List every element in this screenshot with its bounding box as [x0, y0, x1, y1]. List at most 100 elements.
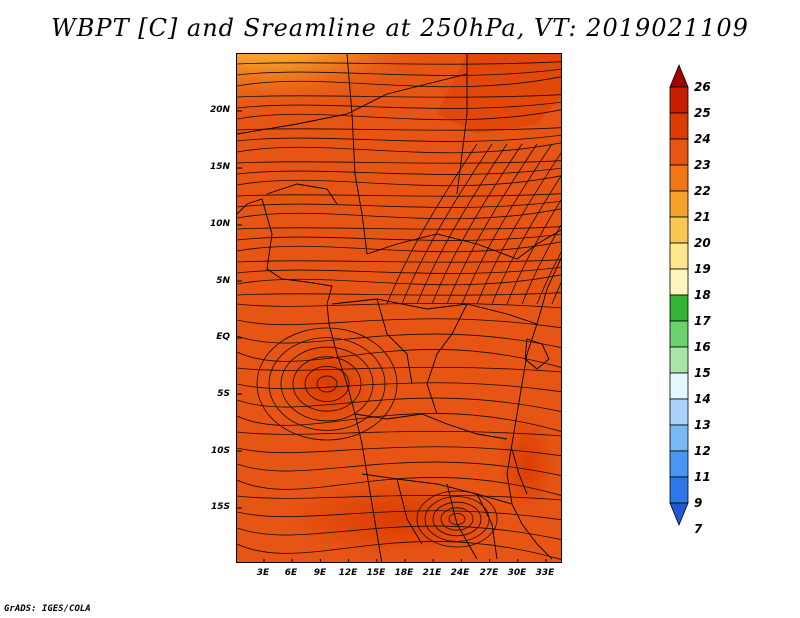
streamline [446, 143, 538, 305]
streamline [268, 337, 386, 431]
lat-label-10s: 10S [210, 446, 230, 456]
streamline [237, 446, 561, 457]
colorbar-swatch [669, 476, 689, 504]
border-north [346, 54, 368, 255]
border-nigeria [266, 183, 338, 205]
streamline [401, 143, 493, 305]
streamline [237, 302, 561, 309]
streamline [416, 143, 508, 305]
colorbar-label-14: 14 [694, 392, 711, 406]
streamline [237, 127, 561, 131]
streamline [237, 397, 561, 413]
streamline [237, 333, 561, 349]
streamline [304, 366, 350, 402]
streamlines [237, 61, 561, 560]
colorbar-swatch [669, 242, 689, 270]
coastline-east [506, 257, 561, 560]
streamline [237, 76, 561, 88]
streamline [237, 193, 561, 197]
lat-label-15n: 15N [209, 162, 230, 172]
border-central-b [331, 298, 538, 325]
warm-zone-congo [282, 339, 372, 429]
streamline [448, 513, 466, 525]
streamline [431, 143, 523, 305]
streamline [237, 61, 561, 65]
streamline [237, 241, 561, 253]
streamline [237, 510, 561, 521]
streamline [237, 541, 561, 560]
border-malawi [511, 448, 528, 495]
streamline [292, 356, 362, 412]
colorbar-swatch [669, 320, 689, 348]
lat-label-5s: 5S [217, 389, 230, 399]
lon-label-27e: 27E [479, 568, 499, 578]
lon-label-9e: 9E [313, 568, 327, 578]
colorbar-swatch [669, 164, 689, 192]
colorbar-swatch [669, 450, 689, 478]
colorbar-swatch [669, 190, 689, 218]
streamline [237, 318, 561, 329]
lon-label-3e: 3E [256, 568, 270, 578]
colorbar-label-22: 22 [694, 184, 711, 198]
border-south-b [361, 473, 513, 505]
colorbar-label-20: 20 [694, 236, 711, 250]
border-drc [426, 303, 468, 415]
colorbar-label-11: 11 [694, 470, 711, 484]
lon-label-30e: 30E [507, 568, 527, 578]
streamline [237, 134, 561, 142]
colorbar-label-17: 17 [694, 314, 711, 328]
streamline [237, 200, 561, 208]
border-zambia [396, 478, 423, 545]
streamline [237, 68, 561, 76]
colorbar-swatch [669, 86, 689, 114]
coastline-west [237, 198, 383, 562]
warm-zone-south [287, 481, 507, 557]
colorbar [669, 63, 689, 527]
streamline [237, 461, 561, 477]
colorbar-label-25: 25 [694, 106, 711, 120]
streamline [440, 507, 474, 531]
map-canvas [237, 54, 561, 562]
map-title: WBPT [C] and Sreamline at 250hPa, VT: 20… [51, 14, 749, 42]
streamline [237, 292, 561, 296]
streamline [461, 143, 553, 305]
border-mozambique [476, 493, 498, 560]
colorbar-swatch [669, 424, 689, 452]
streamline [237, 477, 561, 496]
lon-label-18e: 18E [394, 568, 414, 578]
lat-label-20n: 20N [209, 105, 230, 115]
streamline [551, 281, 561, 305]
lon-label-24e: 24E [450, 568, 470, 578]
colorbar-swatch [669, 138, 689, 166]
border-congo [376, 298, 413, 385]
streamline [237, 525, 561, 541]
streamline [237, 142, 561, 154]
lon-label-12e: 12E [338, 568, 358, 578]
lon-label-33e: 33E [535, 568, 555, 578]
streamline [237, 259, 561, 263]
streamline [237, 494, 561, 501]
streamline [416, 490, 498, 548]
lat-label-10n: 10N [209, 219, 230, 229]
lon-label-21e: 21E [422, 568, 442, 578]
streamline [237, 349, 561, 368]
streamline [316, 375, 338, 393]
colorbar-label-15: 15 [694, 366, 711, 380]
map-panel [236, 53, 562, 563]
streamline [521, 224, 561, 305]
colorbar-swatch [669, 216, 689, 244]
colorbar-label-9: 9 [694, 496, 703, 510]
colorbar-label-18: 18 [694, 288, 711, 302]
colorbar-label-26: 26 [694, 80, 711, 94]
colorbar-label-24: 24 [694, 132, 711, 146]
streamline [237, 167, 561, 175]
streamline [476, 152, 561, 305]
streamline [237, 266, 561, 274]
colorbar-bottom-arrow [669, 502, 689, 527]
streamline [506, 199, 561, 305]
streamline [280, 346, 374, 422]
colorbar-swatch [669, 398, 689, 426]
streamline [386, 143, 478, 305]
country-borders [237, 54, 561, 562]
lat-label-5n: 5N [216, 276, 230, 286]
